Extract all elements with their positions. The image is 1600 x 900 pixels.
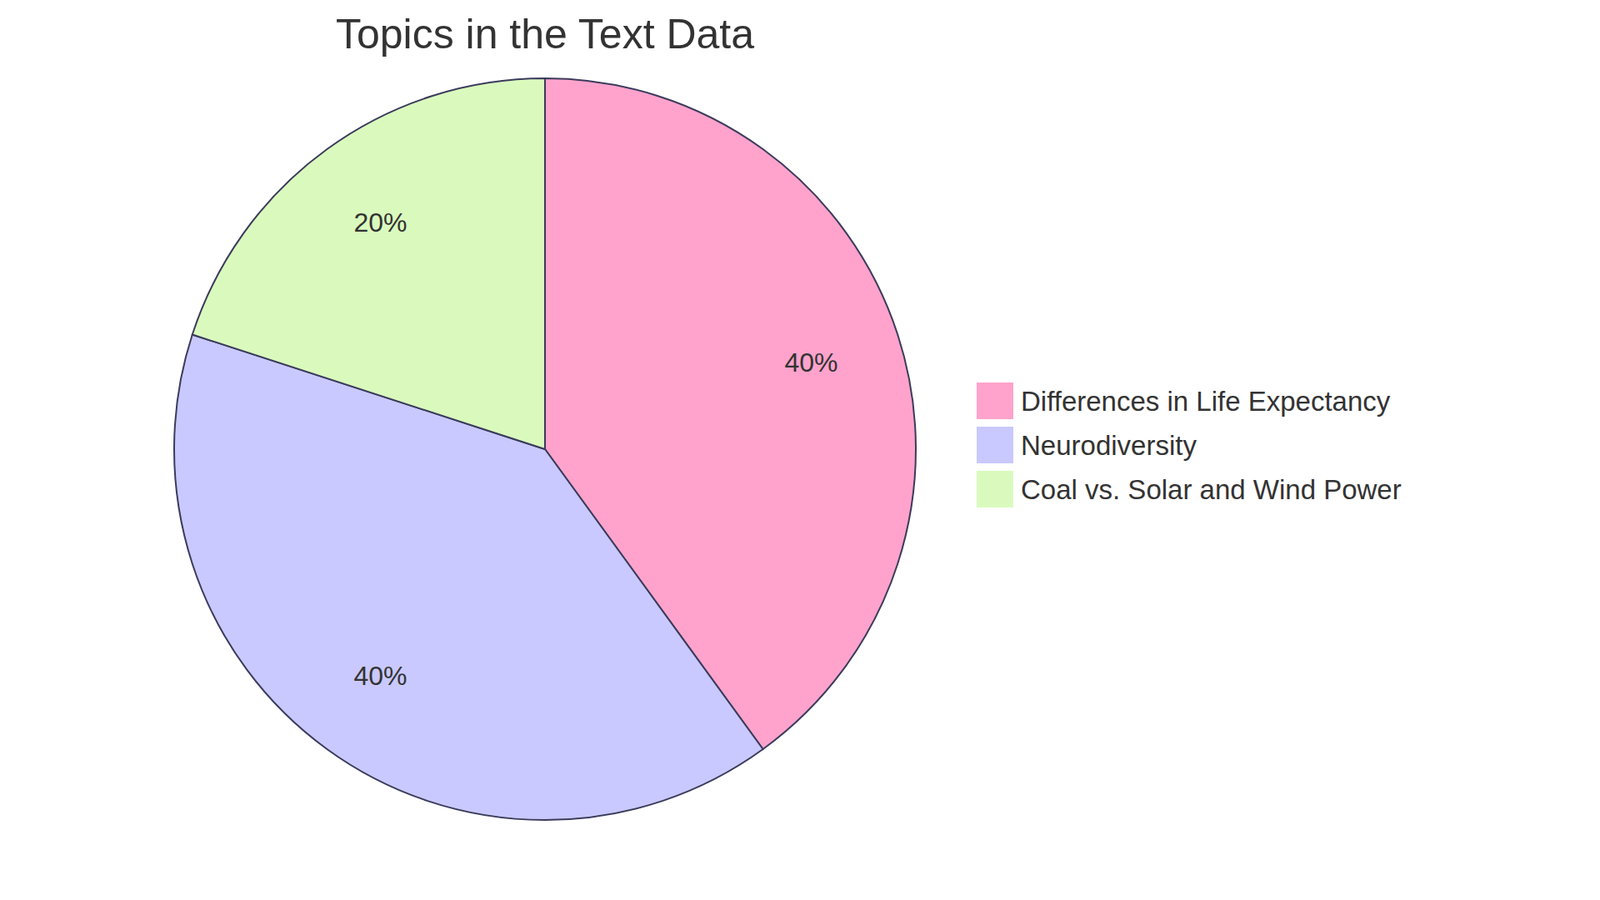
legend-item: Neurodiversity <box>976 426 1197 464</box>
legend-swatch <box>976 426 1014 464</box>
legend: Differences in Life Expectancy Neurodiver… <box>976 382 1402 508</box>
legend-label: Neurodiversity <box>1020 430 1197 461</box>
legend-label: Coal vs. Solar and Wind Power <box>1020 474 1402 505</box>
chart-title: Topics in the Text Data <box>335 10 755 58</box>
legend-swatch <box>976 382 1014 420</box>
data-label: 40% <box>785 347 839 378</box>
data-label: 40% <box>353 660 407 691</box>
chart: Topics in the Text Data 40% 40% 20% Differen… <box>0 0 1600 900</box>
legend-item: Coal vs. Solar and Wind Power <box>976 470 1402 508</box>
data-labels: 40% 40% 20% <box>353 207 838 691</box>
pie-slice <box>192 78 545 450</box>
legend-label: Differences in Life Expectancy <box>1020 385 1391 417</box>
data-label: 20% <box>353 207 407 238</box>
legend-item: Differences in Life Expectancy <box>976 382 1391 420</box>
pie <box>174 78 916 820</box>
legend-swatch <box>976 470 1014 508</box>
